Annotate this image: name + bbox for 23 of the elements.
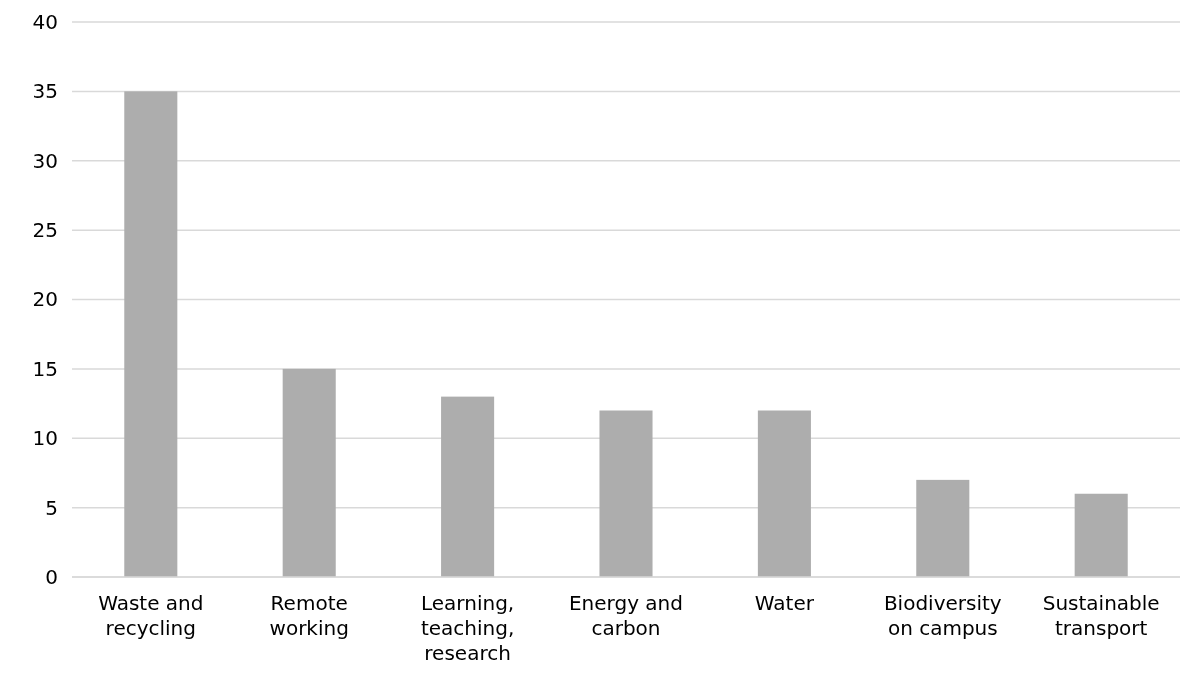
y-tick-label: 20 [32,287,58,312]
x-tick-label: Remote working [269,591,349,640]
x-tick-label: Learning, teaching, research [420,591,515,665]
y-tick-label: 15 [32,356,58,381]
y-tick-label: 30 [32,148,58,173]
bar [282,368,336,577]
y-tick-label: 35 [32,79,58,104]
x-tick-label: Water [754,591,815,615]
y-tick-label: 40 [32,9,58,34]
bar [916,479,970,577]
y-tick-label: 5 [45,495,58,520]
y-tick-label: 10 [32,426,58,451]
bar [1074,493,1128,577]
y-tick-label: 25 [32,218,58,243]
x-tick-label: Biodiversity on campus [883,591,1002,640]
x-tick-label: Energy and carbon [568,591,684,640]
y-tick-label: 0 [45,564,58,589]
bar [599,410,653,577]
bar [441,396,495,577]
x-tick-label: Sustainable transport [1042,591,1160,640]
bar [757,410,811,577]
x-tick-label: Waste and recycling [98,591,204,640]
bar [124,91,178,577]
